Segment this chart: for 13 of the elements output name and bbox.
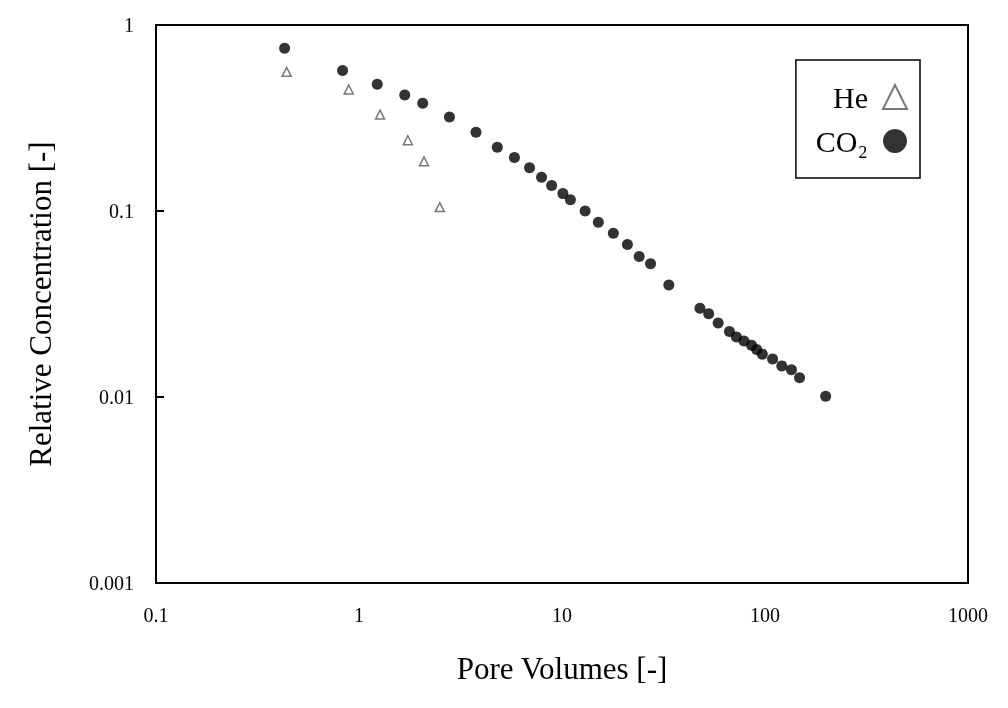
legend-label: CO₂	[815, 124, 868, 158]
legend-label: He	[833, 80, 868, 114]
x-tick-label: 10	[552, 604, 572, 626]
x-tick-label: 0.1	[143, 604, 169, 626]
x-tick-label: 1000	[948, 604, 988, 626]
y-axis-title: Relative Concentration [-]	[23, 141, 58, 467]
y-tick-label: 0.1	[109, 200, 134, 222]
y-tick-label: 1	[124, 14, 134, 36]
x-tick-label: 100	[750, 604, 780, 626]
y-tick-label: 0.01	[99, 386, 134, 408]
y-tick-label: 0.001	[89, 572, 134, 594]
x-axis-title: Pore Volumes [-]	[456, 651, 668, 686]
x-tick-label: 1	[354, 604, 364, 626]
